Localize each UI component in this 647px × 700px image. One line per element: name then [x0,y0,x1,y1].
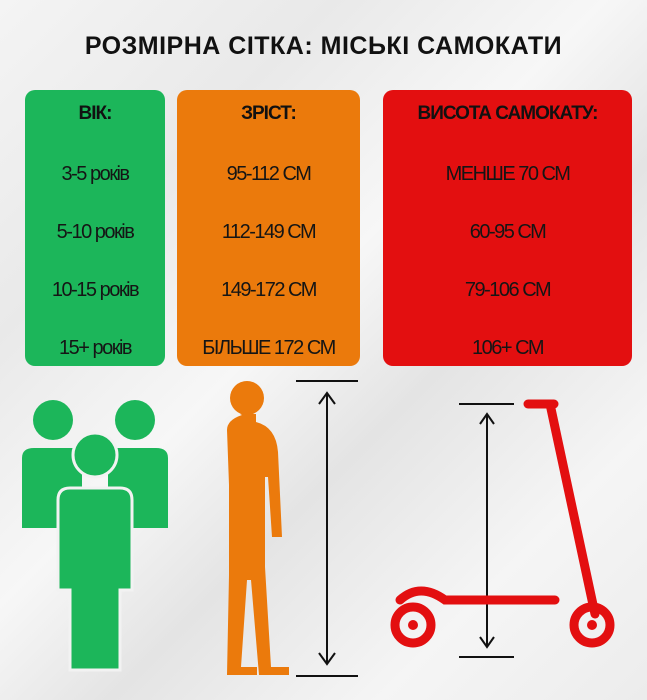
scooter-height-row: 60-95 СМ [469,221,547,243]
scooter-height-row: 79-106 СМ [464,279,552,301]
age-row: 3-5 років [61,163,130,185]
scooter-height-row: 106+ СМ [472,337,544,359]
scooter-icon [390,399,615,648]
age-header: ВІК: [78,103,113,124]
age-row: 15+ років [58,337,133,359]
age-row: 10-15 років [51,279,140,301]
height-arrow-icon [296,380,514,677]
height-column: ЗРІСТ: 95-112 СМ 112-149 СМ 149-172 СМ Б… [177,90,360,366]
height-row: 112-149 СМ [221,221,317,243]
height-header: ЗРІСТ: [241,103,297,124]
scooter-height-header: ВИСОТА САМОКАТУ: [417,103,598,124]
height-row: 149-172 СМ [221,279,317,301]
height-row: 95-112 СМ [226,163,312,185]
scooter-height-row: МЕНШЕ 70 СМ [445,163,571,185]
people-group-icon [22,400,168,672]
page-title: РОЗМІРНА СІТКА: МІСЬКІ САМОКАТИ [84,32,563,60]
scooter-height-column: ВИСОТА САМОКАТУ: МЕНШЕ 70 СМ 60-95 СМ 79… [383,90,632,366]
person-silhouette-icon [227,381,289,675]
height-row: БІЛЬШЕ 172 СМ [202,337,336,359]
age-column: ВІК: 3-5 років 5-10 років 10-15 років 15… [25,90,165,366]
age-row: 5-10 років [56,221,135,243]
